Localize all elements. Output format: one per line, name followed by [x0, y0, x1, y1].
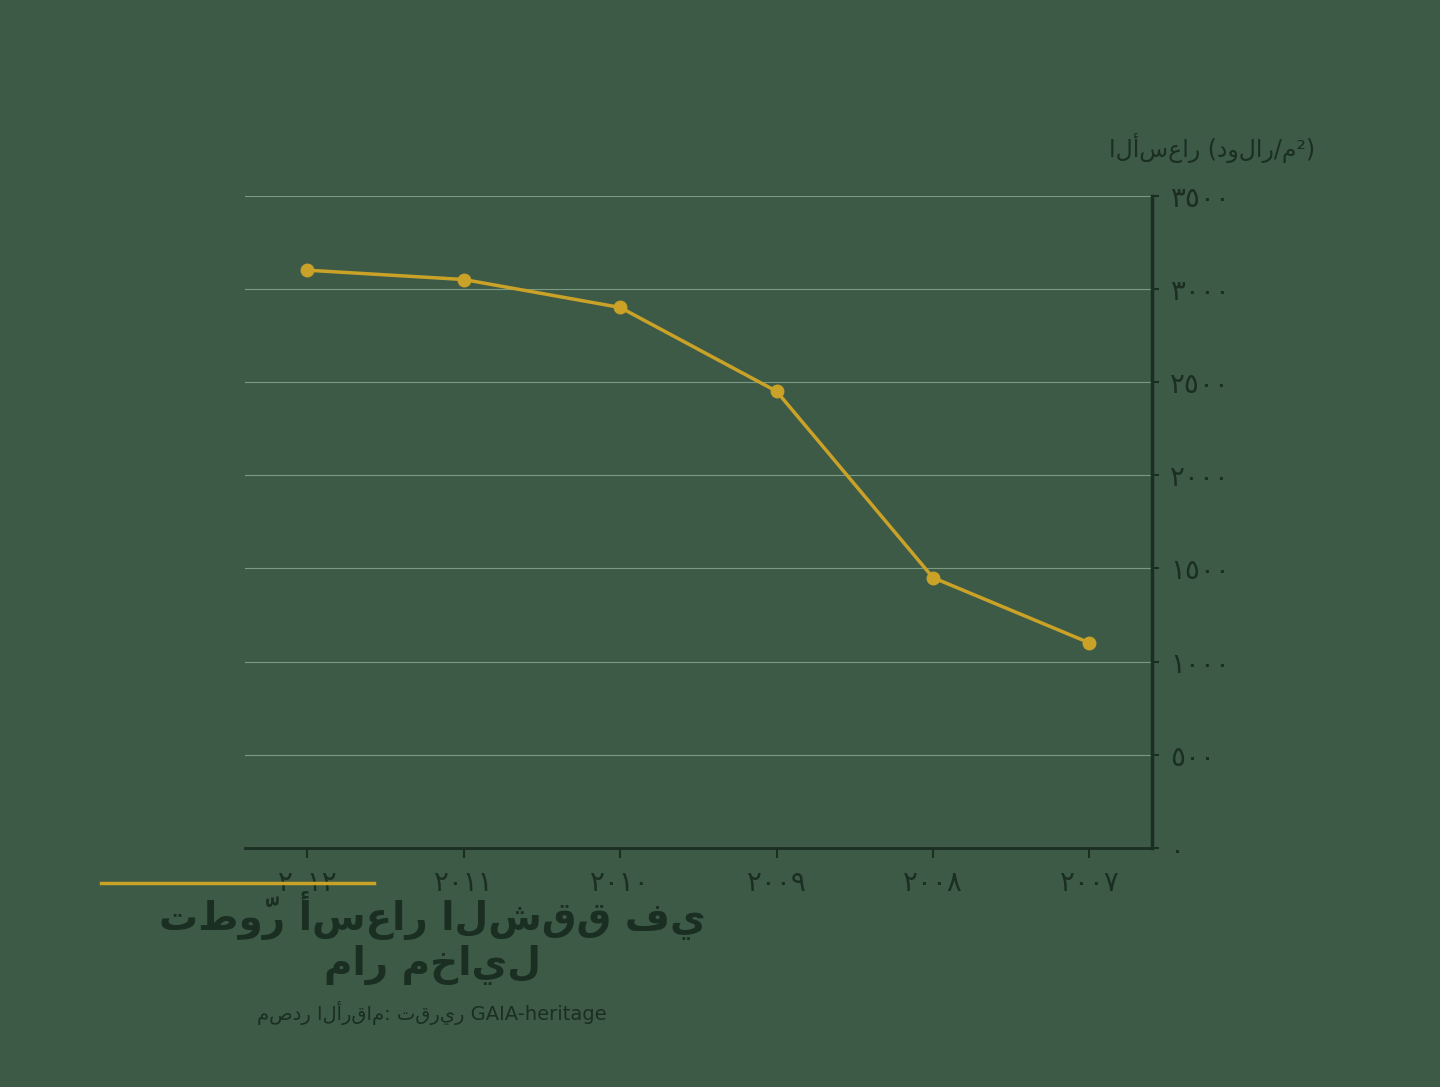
Text: مصدر الأرقام: تقرير GAIA-heritage: مصدر الأرقام: تقرير GAIA-heritage [258, 1001, 606, 1025]
Text: الأسعار (دولار/م²): الأسعار (دولار/م²) [1109, 133, 1315, 163]
Text: مار مخايل: مار مخايل [324, 946, 540, 985]
Text: تطوّر أسعار الشقق في: تطوّر أسعار الشقق في [158, 890, 706, 940]
